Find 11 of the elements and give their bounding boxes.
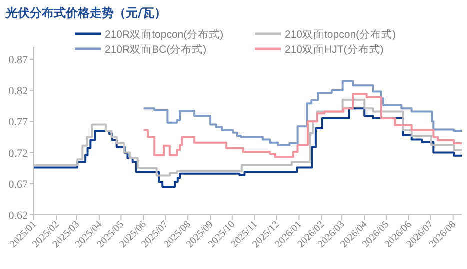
y-tick-label: 0.72 (8, 148, 28, 160)
y-tick-label: 0.67 (8, 178, 28, 191)
legend-label: 210R双面topcon(分布式) (105, 28, 224, 41)
chart-title: 光伏分布式价格走势（元/瓦） (5, 6, 166, 20)
y-tick-label: 0.77 (8, 116, 28, 129)
legend-label: 210R双面BC(分布式) (105, 43, 207, 56)
legend-label: 210双面topcon(分布式) (285, 28, 396, 41)
y-tick-label: 0.62 (8, 210, 28, 222)
y-tick-label: 0.82 (8, 86, 28, 98)
y-tick-label: 0.87 (8, 54, 28, 66)
legend-label: 210双面HJT(分布式) (285, 43, 384, 56)
